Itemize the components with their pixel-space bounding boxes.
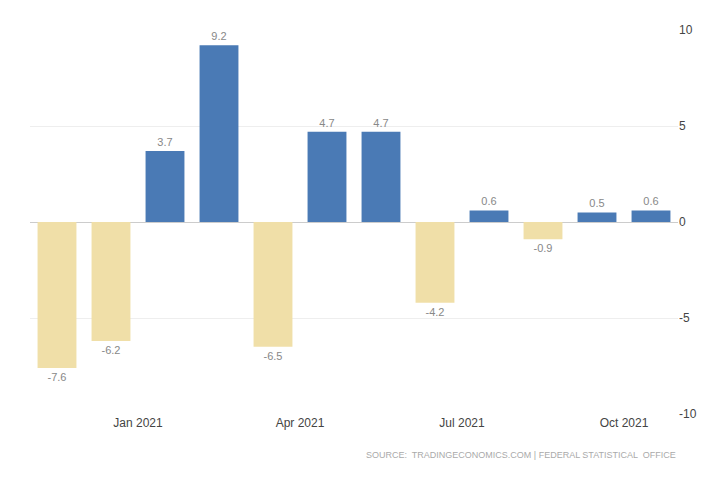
svg-text:10: 10 — [679, 23, 693, 37]
svg-text:0.5: 0.5 — [589, 197, 604, 209]
svg-text:-7.6: -7.6 — [48, 371, 67, 383]
svg-text:Jul 2021: Jul 2021 — [439, 416, 485, 430]
svg-text:0.6: 0.6 — [481, 195, 496, 207]
svg-text:3.7: 3.7 — [157, 136, 172, 148]
svg-text:5: 5 — [679, 119, 686, 133]
svg-text:-6.5: -6.5 — [264, 350, 283, 362]
svg-text:-5: -5 — [679, 311, 690, 325]
svg-text:-4.2: -4.2 — [426, 306, 445, 318]
svg-text:-6.2: -6.2 — [102, 344, 121, 356]
svg-text:4.7: 4.7 — [373, 117, 388, 129]
svg-text:0.6: 0.6 — [643, 195, 658, 207]
svg-text:0: 0 — [679, 215, 686, 229]
svg-text:-10: -10 — [679, 407, 697, 421]
svg-text:Jan 2021: Jan 2021 — [113, 416, 163, 430]
svg-text:9.2: 9.2 — [211, 30, 226, 42]
svg-text:4.7: 4.7 — [319, 117, 334, 129]
svg-text:Oct 2021: Oct 2021 — [600, 416, 649, 430]
svg-text:-0.9: -0.9 — [534, 242, 553, 254]
svg-text:SOURCE: TRADINGECONOMICS.COM: SOURCE: TRADINGECONOMICS.COM | FEDERAL S… — [366, 450, 676, 460]
svg-text:Apr 2021: Apr 2021 — [276, 416, 325, 430]
